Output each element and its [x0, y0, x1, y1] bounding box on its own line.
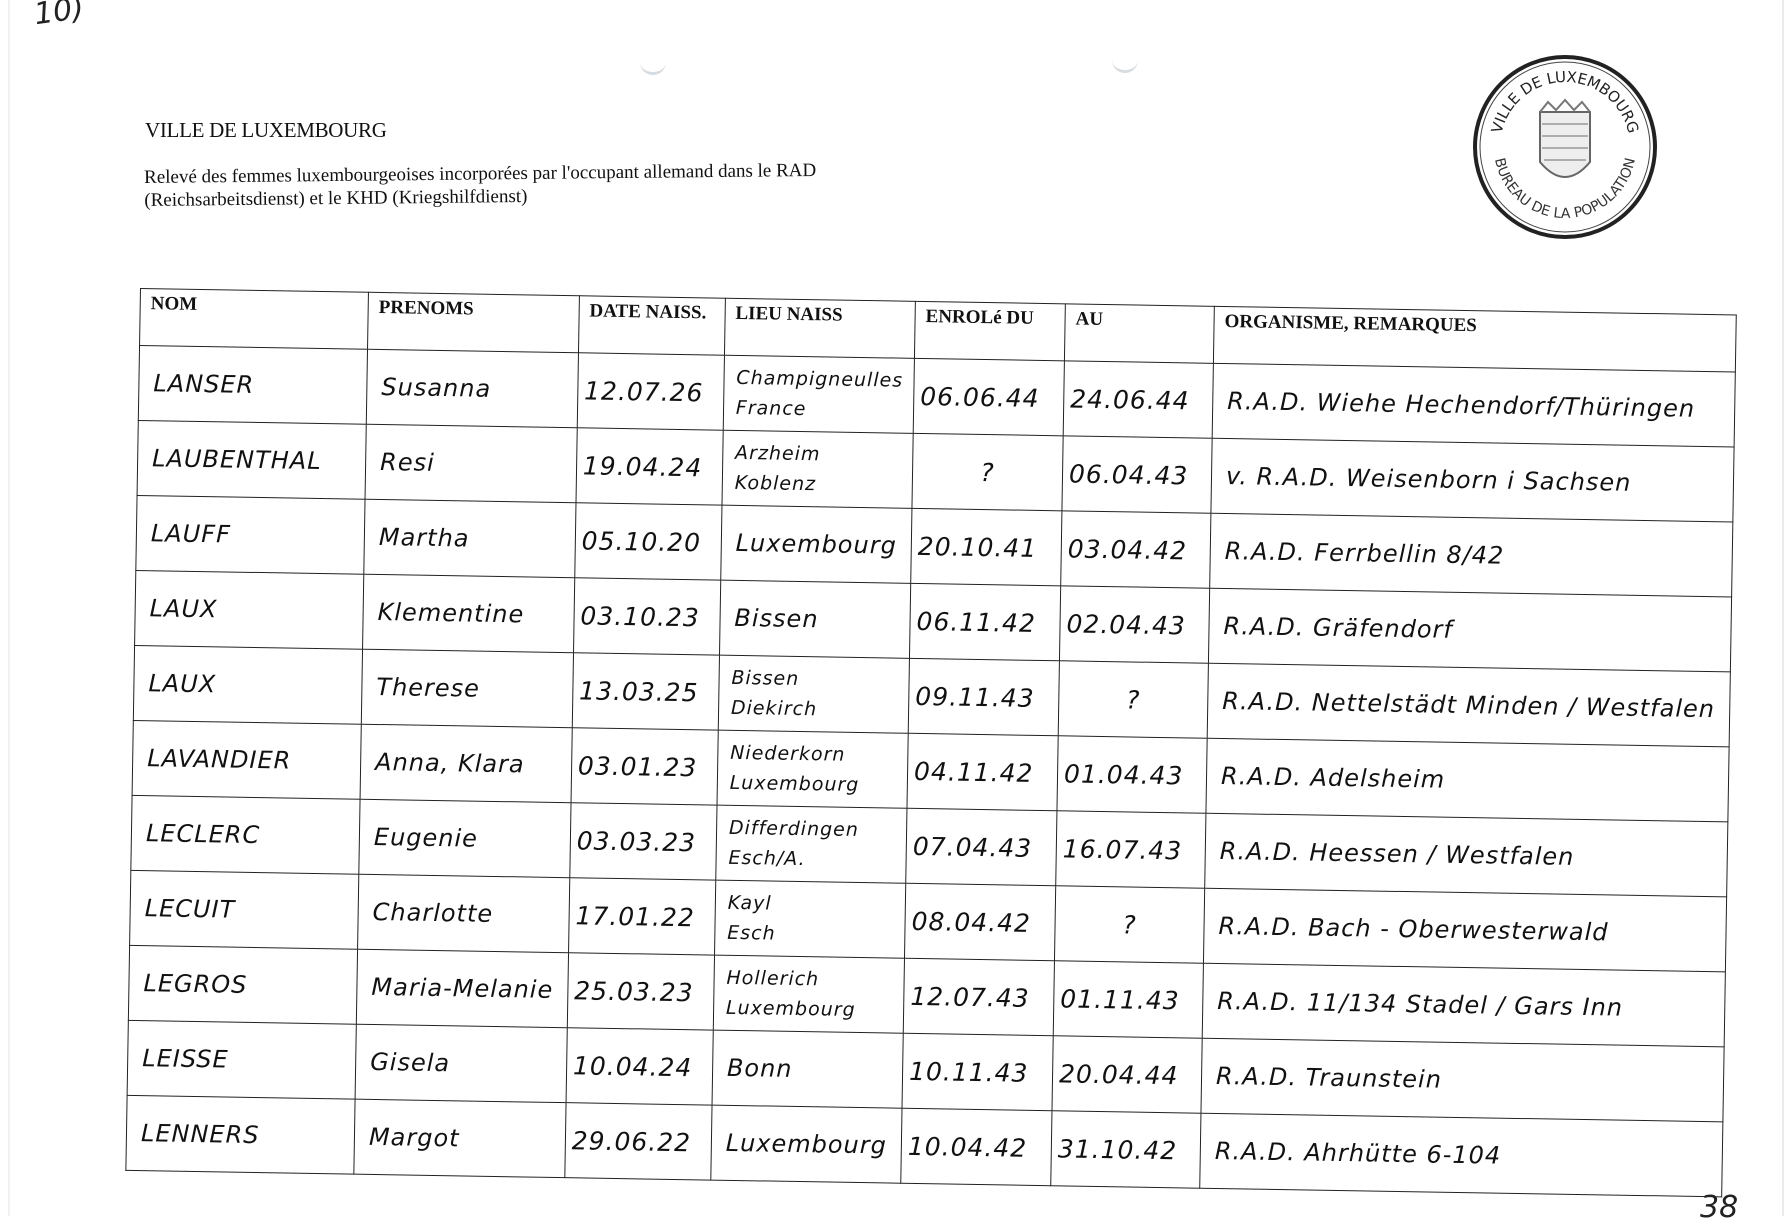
cell-organisme-remarques: R.A.D. Bach - Oberwesterwald — [1203, 888, 1727, 972]
cell-prenoms: Resi — [365, 424, 578, 503]
enrollment-table: NOM PRENOMS DATE NAISS. LIEU NAISS ENROL… — [125, 288, 1737, 1197]
cell-enrole-du: 07.04.43 — [905, 808, 1057, 886]
cell-enrole-du: 04.11.42 — [906, 733, 1059, 811]
cell-date-naiss: 29.06.22 — [564, 1102, 712, 1181]
cell-au: 02.04.43 — [1059, 585, 1210, 664]
cell-organisme-remarques: R.A.D. Nettelstädt Minden / Westfalen — [1207, 663, 1731, 747]
cell-lieu-naiss: Bissen Diekirch — [718, 655, 910, 734]
cell-nom: LAUX — [133, 645, 363, 725]
organization-heading: VILLE DE LUXEMBOURG — [145, 118, 387, 142]
cell-au: 31.10.42 — [1050, 1110, 1201, 1189]
cell-organisme-remarques: R.A.D. Traunstein — [1200, 1038, 1724, 1122]
cell-lieu-naiss: Bissen — [719, 580, 911, 659]
column-header-nom: NOM — [139, 288, 369, 350]
cell-nom: LEGROS — [128, 945, 358, 1025]
cell-lieu-naiss: Luxembourg — [720, 505, 912, 584]
cell-au: 01.11.43 — [1053, 960, 1204, 1039]
cell-lieu-naiss: Champigneulles France — [723, 355, 915, 434]
coat-of-arms-icon — [1539, 111, 1591, 178]
cell-nom: LAUBENTHAL — [137, 420, 367, 500]
cell-enrole-du: 12.07.43 — [903, 958, 1055, 1036]
cell-au: 03.04.42 — [1060, 510, 1211, 589]
column-header-au: AU — [1064, 303, 1215, 364]
cell-nom: LECLERC — [130, 795, 361, 875]
cell-lieu-naiss: Differdingen Esch/A. — [715, 805, 907, 884]
cell-au: 01.04.43 — [1056, 735, 1208, 814]
cell-enrole-du: 20.10.41 — [910, 508, 1062, 586]
cell-date-naiss: 03.03.23 — [569, 802, 717, 881]
cell-enrole-du: 08.04.42 — [904, 883, 1056, 961]
cell-nom: LEISSE — [127, 1020, 357, 1100]
cell-prenoms: Martha — [363, 499, 576, 578]
cell-organisme-remarques: R.A.D. Gräfendorf — [1208, 588, 1732, 672]
cell-lieu-naiss: Niederkorn Luxembourg — [716, 730, 909, 809]
cell-nom: LAUX — [134, 570, 364, 650]
column-header-enrole-du: ENROLé DU — [914, 301, 1066, 361]
cell-date-naiss: 13.03.25 — [572, 652, 720, 731]
cell-prenoms: Therese — [361, 649, 574, 728]
cell-enrole-du: 06.11.42 — [909, 583, 1061, 661]
cell-enrole-du: 09.11.43 — [908, 658, 1060, 736]
cell-organisme-remarques: v. R.A.D. Weisenborn i Sachsen — [1210, 438, 1734, 522]
cell-prenoms: Susanna — [366, 349, 579, 428]
cell-au: ? — [1054, 885, 1205, 964]
cell-prenoms: Anna, Klara — [360, 724, 573, 803]
official-stamp: VILLE DE LUXEMBOURG BUREAU DE LA POPULAT… — [1473, 55, 1657, 239]
cell-date-naiss: 05.10.20 — [574, 502, 722, 581]
cell-organisme-remarques: R.A.D. Ferrbellin 8/42 — [1209, 513, 1733, 597]
column-header-lieu-naiss: LIEU NAISS — [724, 298, 916, 359]
cell-organisme-remarques: R.A.D. Adelsheim — [1205, 738, 1729, 822]
cell-lieu-naiss: Kayl Esch — [714, 880, 906, 959]
cell-organisme-remarques: R.A.D. Ahrhütte 6-104 — [1199, 1113, 1723, 1197]
cell-organisme-remarques: R.A.D. Wiehe Hechendorf/Thüringen — [1212, 363, 1736, 447]
cell-date-naiss: 12.07.26 — [577, 352, 725, 431]
cell-date-naiss: 25.03.23 — [567, 952, 715, 1031]
cell-au: 16.07.43 — [1055, 810, 1206, 889]
cell-date-naiss: 19.04.24 — [575, 427, 724, 506]
cell-au: 06.04.43 — [1061, 435, 1213, 514]
cell-date-naiss: 03.10.23 — [573, 577, 721, 656]
cell-nom: LECUIT — [129, 870, 359, 950]
cell-organisme-remarques: R.A.D. 11/134 Stadel / Gars Inn — [1202, 963, 1726, 1047]
cell-prenoms: Maria-Melanie — [356, 949, 569, 1028]
cell-prenoms: Margot — [353, 1099, 566, 1178]
cell-nom: LENNERS — [125, 1095, 356, 1175]
cell-date-naiss: 10.04.24 — [565, 1027, 714, 1106]
column-header-date-naiss: DATE NAISS. — [578, 295, 726, 356]
column-header-organisme-remarques: ORGANISME, REMARQUES — [1213, 306, 1737, 372]
cell-enrole-du: 06.06.44 — [913, 358, 1065, 436]
scan-edge — [8, 0, 10, 1216]
cell-au: ? — [1058, 660, 1209, 739]
scan-edge — [1782, 0, 1784, 1216]
cell-au: 24.06.44 — [1063, 360, 1214, 439]
cell-lieu-naiss: Arzheim Koblenz — [721, 430, 914, 509]
cell-prenoms: Klementine — [362, 574, 575, 653]
cell-prenoms: Charlotte — [357, 874, 570, 953]
cell-prenoms: Gisela — [355, 1024, 568, 1103]
cell-lieu-naiss: Hollerich Luxembourg — [713, 955, 905, 1034]
document-subtitle: Relevé des femmes luxembourgeoises incor… — [144, 159, 817, 211]
cell-au: 20.04.44 — [1051, 1035, 1203, 1114]
cell-lieu-naiss: Bonn — [711, 1030, 904, 1109]
punch-hole-mark — [1112, 56, 1138, 73]
cell-enrole-du: 10.04.42 — [900, 1108, 1052, 1186]
cell-nom: LAVANDIER — [132, 720, 362, 800]
cell-enrole-du: ? — [911, 433, 1064, 511]
cell-enrole-du: 10.11.43 — [901, 1033, 1054, 1111]
punch-hole-mark — [640, 58, 666, 75]
cell-date-naiss: 03.01.23 — [570, 727, 719, 806]
cell-nom: LANSER — [138, 345, 368, 425]
handwritten-folio-number: 10) — [31, 0, 87, 33]
handwritten-page-number: 38 — [1700, 1190, 1739, 1225]
column-header-prenoms: PRENOMS — [367, 292, 580, 353]
cell-lieu-naiss: Luxembourg — [710, 1105, 902, 1184]
cell-prenoms: Eugenie — [358, 799, 571, 878]
cell-date-naiss: 17.01.22 — [568, 877, 716, 956]
cell-organisme-remarques: R.A.D. Heessen / Westfalen — [1204, 813, 1728, 897]
cell-nom: LAUFF — [135, 495, 366, 575]
